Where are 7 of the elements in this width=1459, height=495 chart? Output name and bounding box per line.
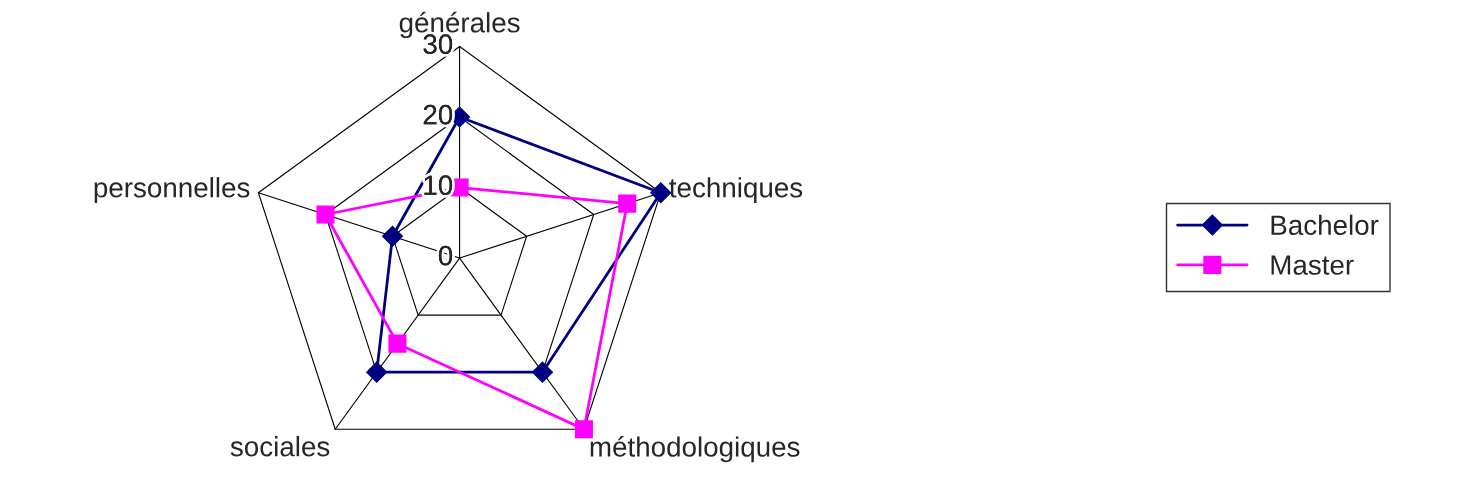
legend-label: Bachelor	[1271, 214, 1379, 236]
spoke-label: sociales	[230, 436, 330, 457]
spoke-label: méthodologiques	[590, 436, 800, 463]
y-tick-label: 20	[423, 104, 453, 125]
spoke-label: techniques	[669, 177, 803, 204]
spoke-label: personnelles	[94, 177, 250, 204]
legend-label: Master	[1271, 255, 1354, 275]
